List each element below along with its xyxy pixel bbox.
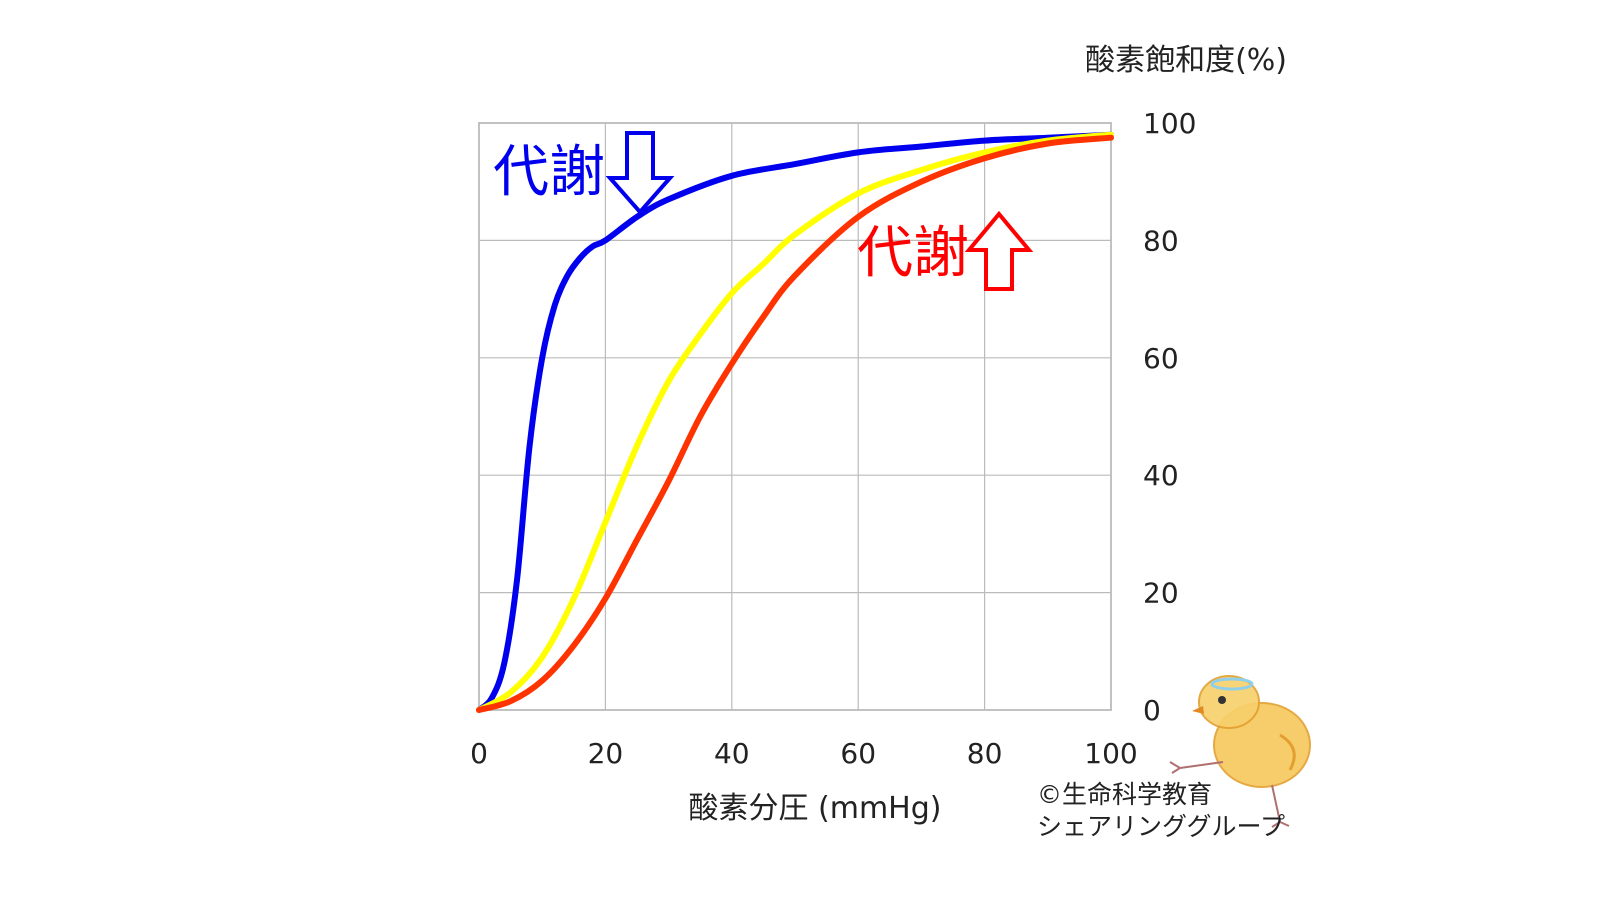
annotation-metabolism-down: 代謝 [493,131,675,216]
series-line-yellow [476,131,1114,713]
y-tick-label: 40 [1143,459,1179,492]
y-tick-label: 0 [1143,694,1161,727]
plot-frame [478,122,1112,711]
chart-series [476,131,1114,713]
copyright-line-1: ©生命科学教育 [1037,780,1212,809]
arrow-up-icon [964,210,1034,291]
annotation-metabolism-down-label: 代謝 [493,140,605,205]
y-tick-label: 20 [1143,577,1179,610]
series-line-red [476,134,1114,713]
x-tick-label: 100 [1084,737,1137,770]
y-axis-ticks: 0 20 40 60 80 100 [1143,107,1196,727]
y-tick-label: 100 [1143,107,1196,140]
annotation-metabolism-up-label: 代謝 [857,221,969,286]
x-axis-ticks: 0 20 40 60 80 100 [470,737,1138,770]
x-tick-label: 60 [840,737,876,770]
x-axis-label: 酸素分圧 (mmHg) [689,791,942,826]
copyright-line-2: シェアリンググループ [1037,812,1285,841]
series-line-blue [476,131,1114,713]
chart-grid [478,122,1112,711]
y-axis-label: 酸素飽和度(%) [1085,43,1287,78]
x-tick-label: 0 [470,737,488,770]
arrow-down-icon [605,131,675,216]
annotation-metabolism-up: 代謝 [857,210,1034,291]
x-tick-label: 40 [714,737,750,770]
x-tick-label: 80 [967,737,1003,770]
y-tick-label: 60 [1143,342,1179,375]
y-tick-label: 80 [1143,224,1179,257]
x-tick-label: 20 [588,737,624,770]
chick-drawing-icon [1169,675,1311,828]
